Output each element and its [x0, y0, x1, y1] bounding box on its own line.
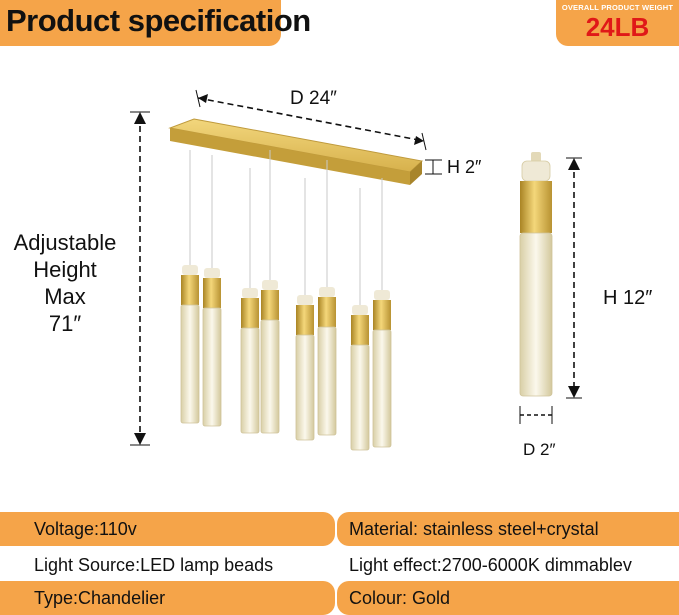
- adjustable-height-arrow: [130, 111, 150, 446]
- weight-badge: OVERALL PRODUCT WEIGHT 24LB: [556, 0, 679, 46]
- single-pendant: [519, 152, 553, 397]
- adjustable-line: Max: [44, 284, 86, 309]
- spec-colour: Colour: Gold: [337, 581, 679, 615]
- pendant-diameter-dimension: [519, 406, 553, 424]
- spec-light-effect: Light effect:2700-6000K dimmablev: [349, 554, 632, 575]
- pendant-height-label: H 12″: [603, 287, 653, 309]
- adjustable-line: Height: [33, 257, 97, 282]
- spec-table: Voltage:110v Material: stainless steel+c…: [0, 512, 679, 615]
- weight-label: OVERALL PRODUCT WEIGHT: [561, 3, 674, 12]
- canopy: [168, 118, 424, 185]
- depth-label: D 24″: [290, 88, 337, 109]
- adjustable-line: 71″: [48, 311, 82, 336]
- spec-type: Type:Chandelier: [0, 581, 335, 615]
- weight-value: 24LB: [585, 12, 650, 42]
- page-title: Product specification: [6, 3, 311, 38]
- pendant-diameter-label: D 2″: [523, 440, 556, 459]
- title-banner: Product specification: [0, 0, 311, 46]
- pendant-lights: [180, 150, 392, 451]
- spec-material: Material: stainless steel+crystal: [337, 512, 679, 546]
- canopy-height-label: H 2″: [447, 157, 482, 177]
- spec-voltage: Voltage:110v: [0, 512, 335, 546]
- pendant-height-dimension: [566, 157, 582, 399]
- adjustable-height-label: Adjustable Height Max 71″: [2, 229, 128, 337]
- canopy-height-dimension: [425, 159, 442, 175]
- adjustable-line: Adjustable: [13, 230, 117, 255]
- depth-dimension: [195, 89, 427, 151]
- spec-light-source: Light Source:LED lamp beads: [34, 554, 274, 575]
- chandelier-diagram: [130, 89, 582, 451]
